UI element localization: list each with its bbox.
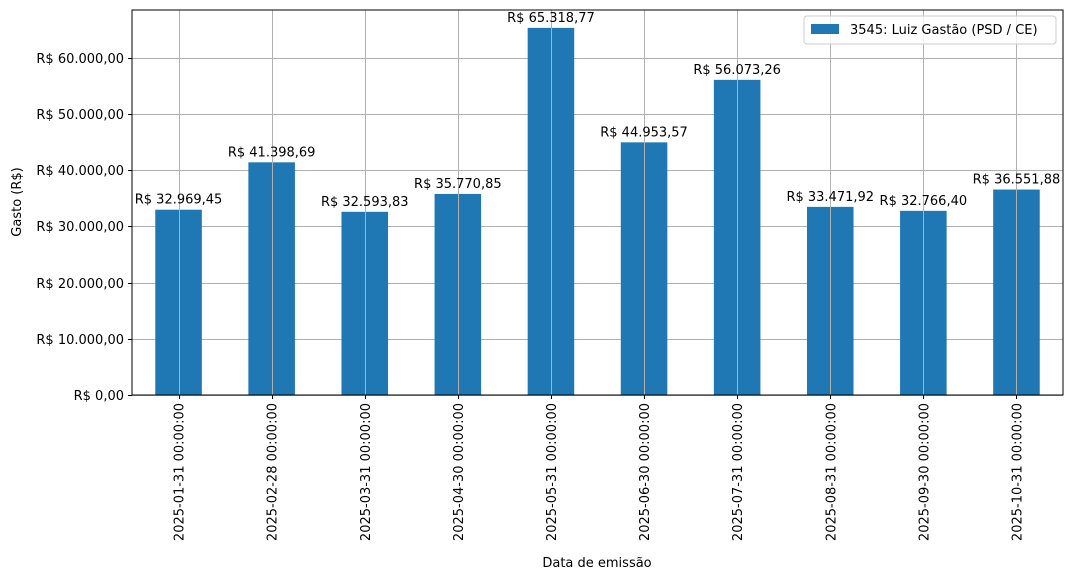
- y-axis: R$ 0,00 R$ 10.000,00 R$ 20.000,00 R$ 30.000…: [36, 52, 132, 404]
- x-tick-label: 2025-07-31 00:00:00: [731, 403, 746, 541]
- bar-value-label: R$ 56.073,26: [693, 63, 781, 78]
- x-axis: 2025-01-31 00:00:00 2025-02-28 00:00:00 20…: [173, 395, 1025, 541]
- y-tick-label: R$ 20.000,00: [36, 277, 124, 292]
- x-tick-label: 2025-03-31 00:00:00: [359, 403, 374, 541]
- x-tick-label: 2025-06-30 00:00:00: [638, 403, 653, 541]
- bar-value-label: R$ 32.593,83: [321, 195, 409, 210]
- y-tick-label: R$ 0,00: [74, 389, 124, 404]
- x-tick-label: 2025-02-28 00:00:00: [266, 403, 281, 541]
- legend-entry-label: 3545: Luiz Gastão (PSD / CE): [850, 23, 1038, 38]
- bar: [155, 209, 202, 395]
- x-tick-label: 2025-04-30 00:00:00: [452, 403, 467, 541]
- x-tick-label: 2025-08-31 00:00:00: [824, 403, 839, 541]
- y-tick-label: R$ 50.000,00: [36, 108, 124, 123]
- legend: 3545: Luiz Gastão (PSD / CE): [803, 15, 1057, 45]
- y-axis-label: Gasto (R$): [10, 167, 25, 236]
- bar-value-label: R$ 33.471,92: [786, 190, 874, 205]
- bar-value-label: R$ 36.551,88: [973, 173, 1061, 188]
- x-tick-label: 2025-09-30 00:00:00: [917, 403, 932, 541]
- x-tick-label: 2025-05-31 00:00:00: [545, 403, 560, 541]
- bar: [434, 193, 482, 395]
- bar-value-label: R$ 44.953,57: [600, 125, 688, 140]
- x-tick-label: 2025-01-31 00:00:00: [173, 403, 188, 541]
- bar: [341, 211, 389, 395]
- bar-value-label: R$ 35.770,85: [414, 177, 502, 192]
- bar-value-label: R$ 65.318,77: [507, 11, 595, 26]
- bar: [527, 27, 575, 395]
- legend-box: [803, 15, 1057, 45]
- legend-swatch-icon: [811, 24, 839, 34]
- bar: [248, 162, 295, 395]
- x-tick-label: 2025-10-31 00:00:00: [1010, 403, 1025, 541]
- bars: [155, 27, 1040, 395]
- y-tick-label: R$ 60.000,00: [36, 52, 124, 67]
- bar-value-label: R$ 32.766,40: [880, 194, 968, 209]
- bar-value-label: R$ 41.398,69: [228, 145, 316, 160]
- bar-value-label: R$ 32.969,45: [135, 193, 223, 208]
- y-tick-label: R$ 10.000,00: [36, 333, 124, 348]
- bar-value-labels: R$ 32.969,45 R$ 41.398,69 R$ 32.593,83 R$ 3…: [135, 10, 1061, 395]
- y-tick-label: R$ 40.000,00: [36, 164, 124, 179]
- plot-frame: [131, 9, 1064, 396]
- x-axis-label: Data de emissão: [542, 556, 651, 571]
- y-tick-label: R$ 30.000,00: [36, 220, 124, 235]
